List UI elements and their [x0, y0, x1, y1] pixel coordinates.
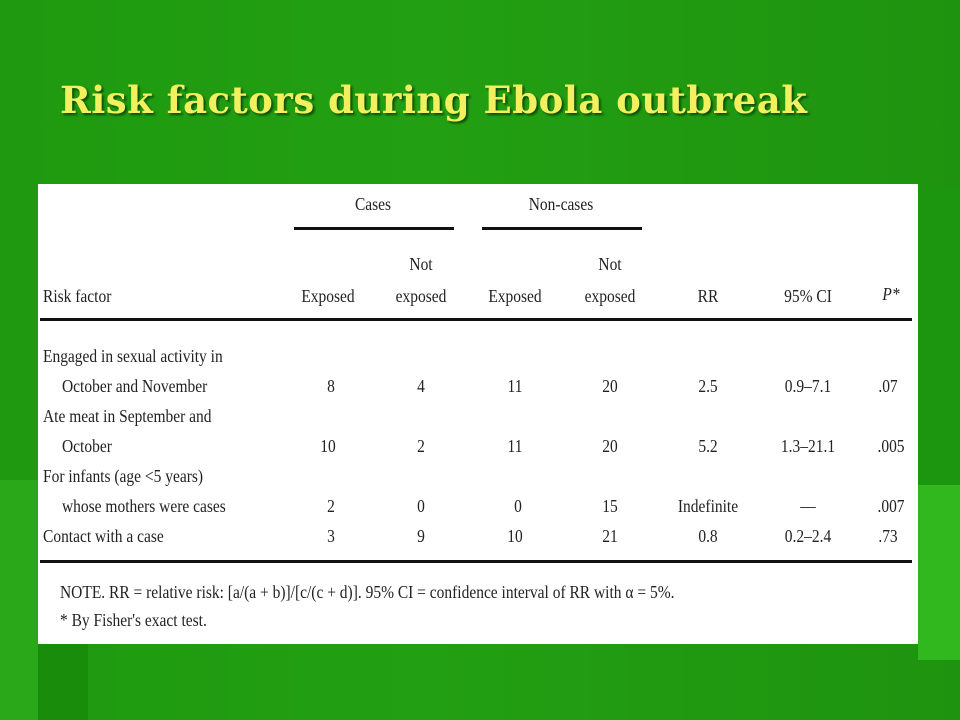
table-cell: 0.9–7.1 — [784, 376, 832, 396]
table-cell: 2.5 — [698, 376, 718, 396]
row-label: Contact with a case — [43, 526, 164, 546]
table-cell: 0.2–2.4 — [784, 526, 832, 546]
table-cell: 10 — [320, 436, 336, 456]
table-cell: 11 — [507, 376, 523, 396]
table-cell: — — [800, 496, 816, 516]
table-cell: 1.3–21.1 — [780, 436, 836, 456]
table-note: NOTE. RR = relative risk: [a/(a + b)]/[c… — [60, 582, 675, 602]
table-cell: 0 — [514, 496, 522, 516]
column-header-noncases-exposed: Exposed — [488, 286, 542, 306]
table-cell: 0 — [417, 496, 425, 516]
row-label: whose mothers were cases — [62, 496, 226, 516]
column-header-noncases-not: Not — [598, 254, 622, 274]
risk-factor-table: Cases Non-cases Risk factor Exposed Not … — [38, 184, 918, 644]
row-label: October and November — [62, 376, 208, 396]
group-rule-cases — [294, 227, 454, 230]
column-header-cases-exposed: Exposed — [301, 286, 355, 306]
table-cell: 4 — [417, 376, 425, 396]
row-label: For infants (age <5 years) — [43, 466, 204, 486]
table-cell: 3 — [327, 526, 335, 546]
table-cell: 11 — [507, 436, 523, 456]
row-label: Ate meat in September and — [43, 406, 212, 426]
table-cell: .07 — [878, 376, 898, 396]
table-cell: .005 — [877, 436, 905, 456]
table-cell: 8 — [327, 376, 335, 396]
table-footnote: * By Fisher's exact test. — [60, 610, 207, 630]
group-rule-noncases — [482, 227, 642, 230]
table-cell: 20 — [602, 376, 618, 396]
background-block — [38, 640, 88, 720]
table-cell: 2 — [417, 436, 425, 456]
table-cell: 21 — [602, 526, 618, 546]
table-cell: 5.2 — [698, 436, 718, 456]
column-header-cases-not: Not — [409, 254, 433, 274]
table-cell: 20 — [602, 436, 618, 456]
column-header-noncases-not-exposed: exposed — [584, 286, 636, 306]
background-block — [918, 485, 960, 660]
column-header-rr: RR — [697, 286, 719, 306]
group-header-noncases: Non-cases — [528, 194, 594, 214]
table-cell: 9 — [417, 526, 425, 546]
slide-title: Risk factors during Ebola outbreak — [60, 78, 808, 122]
table-cell: .73 — [878, 526, 898, 546]
table-cell: 2 — [327, 496, 335, 516]
row-label: Engaged in sexual activity in — [43, 346, 223, 366]
row-label: October — [62, 436, 112, 456]
table-cell: 15 — [602, 496, 618, 516]
table-cell: Indefinite — [677, 496, 739, 516]
background-stripe — [0, 480, 38, 720]
column-header-p: P* — [882, 284, 900, 304]
footer-rule — [40, 560, 912, 563]
header-rule — [40, 318, 912, 321]
group-header-cases: Cases — [354, 194, 392, 214]
table-cell: .007 — [877, 496, 905, 516]
column-header-cases-not-exposed: exposed — [395, 286, 447, 306]
table-cell: 10 — [507, 526, 523, 546]
column-header-risk-factor: Risk factor — [43, 286, 112, 306]
column-header-ci: 95% CI — [784, 286, 832, 306]
table-cell: 0.8 — [698, 526, 718, 546]
